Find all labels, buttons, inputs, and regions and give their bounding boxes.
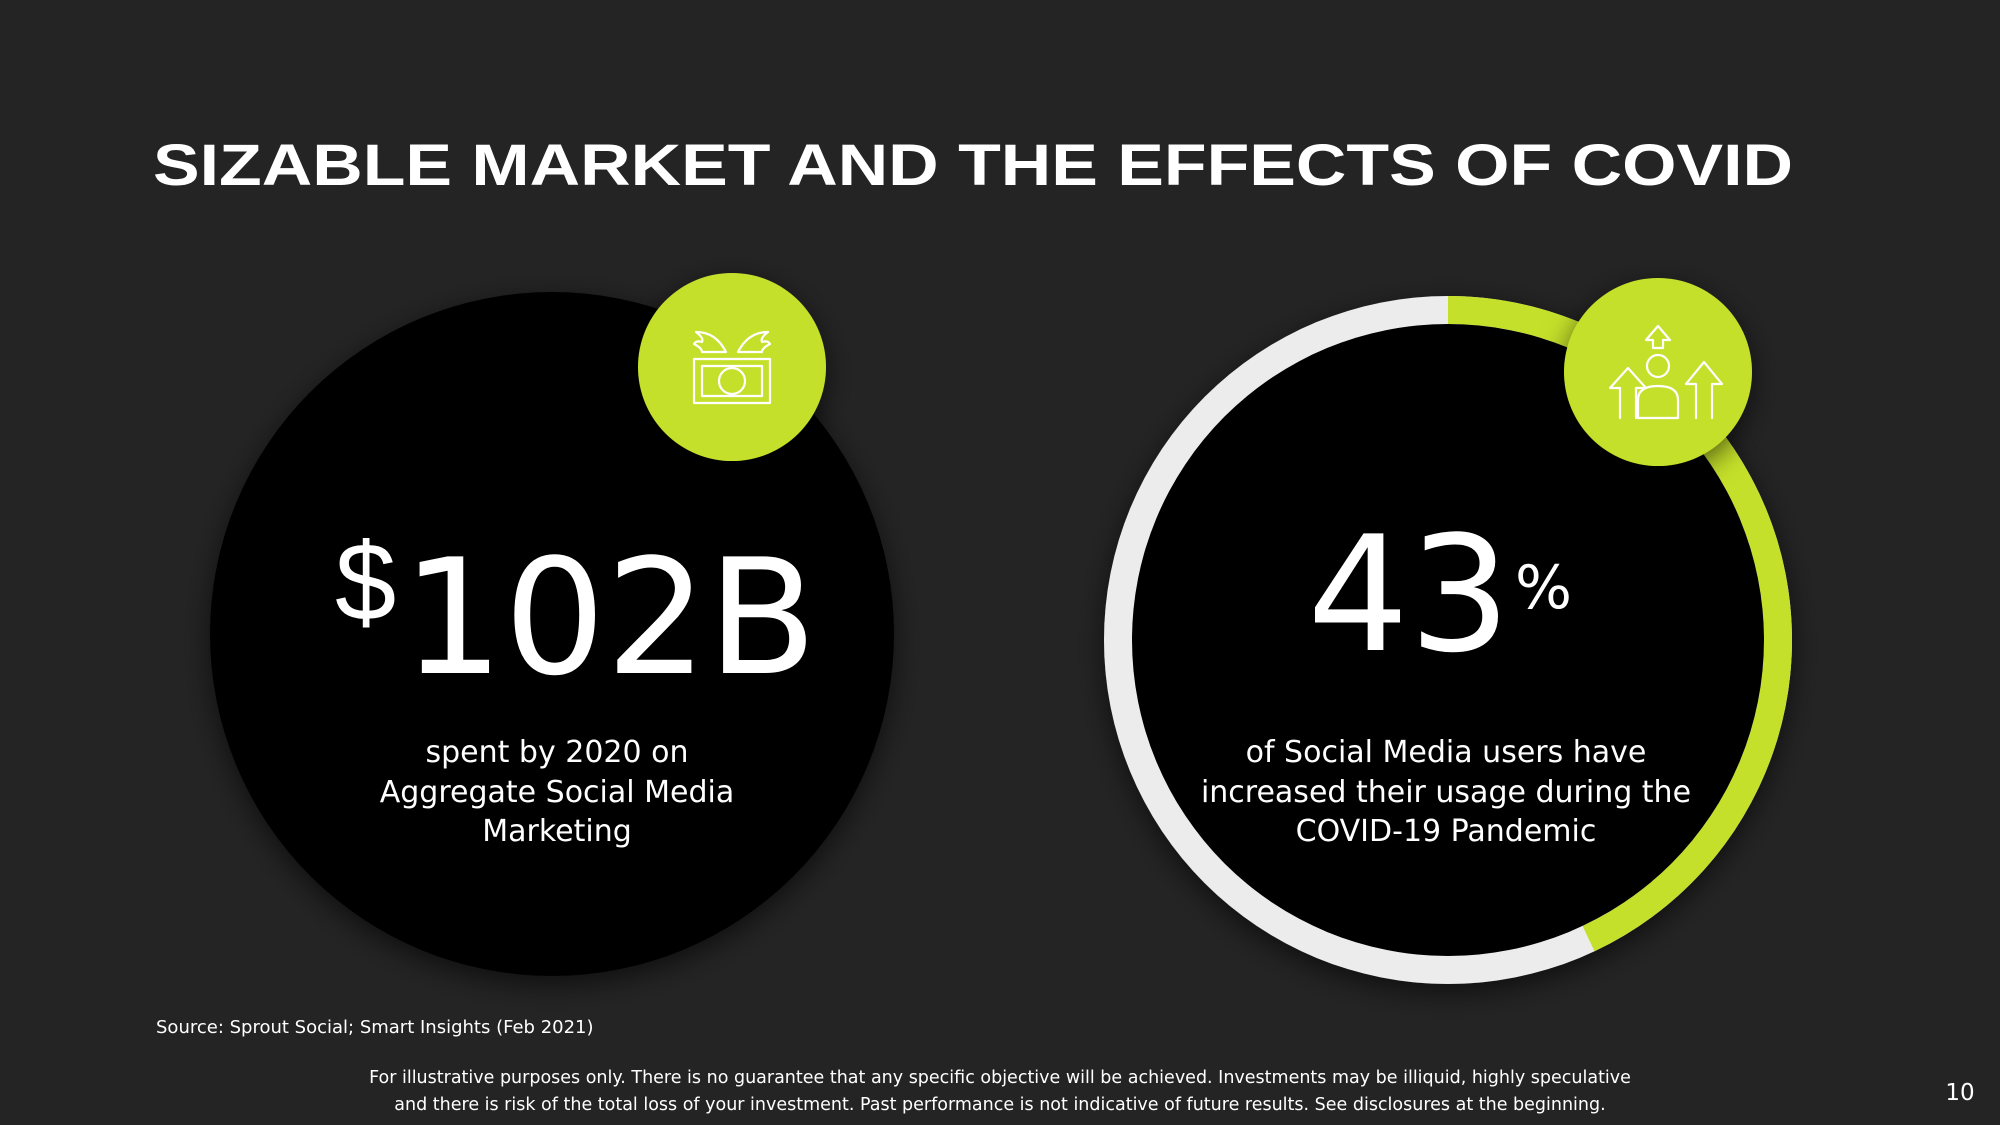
stat-caption: spent by 2020 on xyxy=(425,735,688,770)
disclaimer: and there is risk of the total loss of y… xyxy=(394,1095,1605,1115)
money-icon xyxy=(692,330,772,405)
source-note: Source: Sprout Social; Smart Insights (F… xyxy=(156,1017,594,1038)
stat-prefix: $ xyxy=(335,521,396,644)
page-number: 10 xyxy=(1945,1080,1974,1106)
stat-circle xyxy=(1132,324,1764,956)
stat-caption: Aggregate Social Media xyxy=(380,775,735,810)
slide-title: SIZABLE MARKET AND THE EFFECTS OF COVID xyxy=(153,133,1793,198)
growth-icon xyxy=(1608,324,1724,420)
stat-caption: increased their usage during the xyxy=(1201,775,1691,810)
disclaimer: For illustrative purposes only. There is… xyxy=(369,1068,1631,1088)
stat-value: 43 xyxy=(1307,501,1511,688)
stat-circle xyxy=(210,292,894,976)
stat-caption: Marketing xyxy=(482,814,632,849)
stat-suffix: % xyxy=(1515,553,1572,623)
stat-caption: COVID-19 Pandemic xyxy=(1296,814,1597,849)
stat-value: 102B xyxy=(402,524,817,711)
stat-caption: of Social Media users have xyxy=(1246,735,1647,770)
icon-badge xyxy=(1564,278,1752,466)
